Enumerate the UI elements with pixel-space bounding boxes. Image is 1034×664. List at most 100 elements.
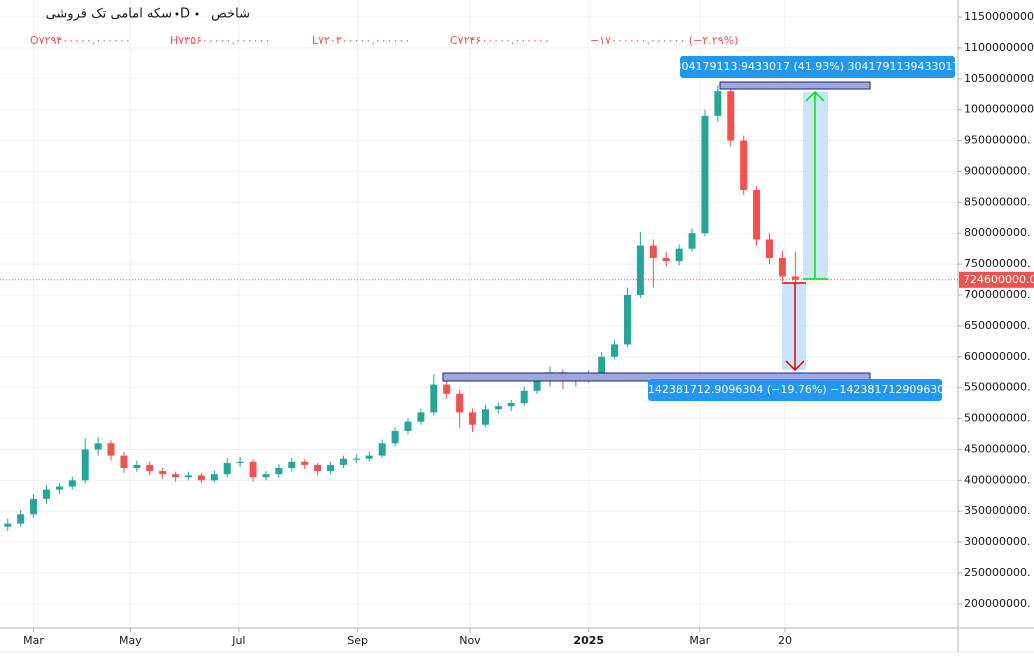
- grid: [0, 0, 958, 628]
- ohlc-value: L۷۲۰۳۰۰۰۰۰.۰۰۰۰۰۰: [312, 34, 410, 47]
- candle-body: [391, 430, 399, 444]
- candle-body: [791, 276, 799, 280]
- candle-body: [430, 384, 438, 413]
- y-tick-label: 600000000.: [964, 350, 1030, 363]
- candle-body: [159, 471, 167, 475]
- candle-body: [262, 474, 270, 478]
- y-tick-label: 350000000.: [964, 504, 1030, 517]
- candles: [4, 84, 799, 532]
- candle-body: [314, 464, 322, 472]
- y-tick-label: 750000000.: [964, 257, 1030, 270]
- ohlc-value: O۷۲۹۴۰۰۰۰۰.۰۰۰۰۰۰: [30, 34, 131, 47]
- x-tick-label: Jul: [231, 634, 245, 647]
- y-tick-label: 950000000.: [964, 134, 1030, 147]
- candle-body: [404, 421, 412, 431]
- measure-range: [782, 283, 806, 370]
- x-tick-label: Mar: [689, 634, 710, 647]
- candle-body: [765, 239, 773, 258]
- y-tick-label: 250000000.: [964, 566, 1030, 579]
- y-tick-label: 1100000000.: [964, 41, 1034, 54]
- annotation-box: [680, 56, 955, 78]
- y-tick-label: 500000000.: [964, 412, 1030, 425]
- candle-body: [701, 115, 709, 234]
- candle-body: [636, 245, 644, 296]
- x-tick-label: 20: [778, 634, 792, 647]
- candle-body: [778, 257, 786, 277]
- candle-body: [107, 443, 115, 456]
- candle-body: [30, 498, 38, 515]
- candle-body: [42, 489, 50, 499]
- annotation-box: [648, 379, 942, 401]
- measure-arrowhead: [805, 90, 825, 102]
- candle-body: [740, 140, 748, 190]
- candle-body: [55, 486, 63, 490]
- last-price-label: 724600000.0: [963, 273, 1034, 286]
- y-tick-label: 700000000.: [964, 288, 1030, 301]
- y-tick-label: 400000000.: [964, 473, 1030, 486]
- y-tick-label: 1000000000.: [964, 103, 1034, 116]
- x-tick-label: Mar: [23, 634, 44, 647]
- candle-body: [327, 464, 335, 472]
- candle-body: [185, 475, 193, 478]
- ohlc-value: −۱۷۰۰۰۰۰۰.۰۰۰۰۰۰ (−۲.۲۹%): [590, 34, 738, 47]
- axes: 200000000. 250000000. 300000000. 350000000.…: [0, 10, 1034, 647]
- candle-body: [481, 409, 489, 425]
- y-tick-label: 300000000.: [964, 535, 1030, 548]
- candle-body: [146, 464, 154, 472]
- candle-body: [236, 461, 244, 464]
- candle-body: [494, 406, 502, 410]
- interval: D: [180, 7, 190, 22]
- candle-body: [456, 393, 464, 413]
- candle-body: [611, 344, 619, 357]
- price-zone: [719, 81, 871, 90]
- candle-body: [172, 474, 180, 478]
- x-tick-label: May: [119, 634, 142, 647]
- y-tick-label: 450000000.: [964, 442, 1030, 455]
- annotation: −142381712.9096304 (−19.76%) −1423817129…: [639, 383, 952, 396]
- candle-body: [120, 455, 128, 468]
- candle-body: [649, 245, 657, 258]
- candle-body: [339, 458, 347, 465]
- candle-body: [197, 475, 205, 481]
- candle-body: [17, 514, 25, 524]
- y-tick-label: 1150000000.: [964, 10, 1034, 23]
- candle-body: [533, 381, 541, 391]
- x-tick-label: 2025: [573, 634, 604, 647]
- candle-body: [210, 474, 218, 481]
- candle-body: [378, 443, 386, 456]
- x-tick-label: Nov: [459, 634, 481, 647]
- measure-arrowhead: [785, 360, 805, 372]
- candle-body: [133, 464, 141, 468]
- candle-body: [94, 443, 102, 450]
- candle-body: [753, 189, 761, 240]
- candle-body: [443, 384, 451, 394]
- x-tick-label: Sep: [347, 634, 368, 647]
- candle-body: [288, 461, 296, 468]
- candle-body: [598, 356, 606, 376]
- candle-body: [301, 461, 309, 465]
- candle-body: [365, 455, 373, 459]
- candle-body: [81, 449, 89, 481]
- header: شاخص D سکه امامی تک فروشی: [46, 7, 250, 22]
- y-tick-label: 900000000.: [964, 164, 1030, 177]
- candle-body: [68, 480, 76, 487]
- annotation: 304179113.9433017 (41.93%) 3041791139433…: [675, 60, 960, 73]
- candle-body: [223, 463, 231, 475]
- candle-body: [675, 248, 683, 262]
- candle-body: [4, 523, 12, 527]
- candle-body: [275, 467, 283, 475]
- candle-body: [727, 91, 735, 141]
- ohlc-row: O۷۲۹۴۰۰۰۰۰.۰۰۰۰۰۰ H۷۳۵۶۰۰۰۰۰.۰۰۰۰۰۰ L۷۲۰۳۰…: [30, 34, 738, 47]
- y-tick-label: 800000000.: [964, 226, 1030, 239]
- y-tick-label: 550000000.: [964, 381, 1030, 394]
- candle-body: [623, 295, 631, 345]
- candle-body: [714, 91, 722, 116]
- y-tick-label: 650000000.: [964, 319, 1030, 332]
- candle-body: [352, 458, 360, 460]
- symbol: شاخص: [211, 7, 250, 22]
- chart-title: سکه امامی تک فروشی: [46, 7, 172, 22]
- candle-body: [469, 412, 477, 425]
- ohlc-value: C۷۲۴۶۰۰۰۰۰.۰۰۰۰۰۰: [450, 34, 550, 47]
